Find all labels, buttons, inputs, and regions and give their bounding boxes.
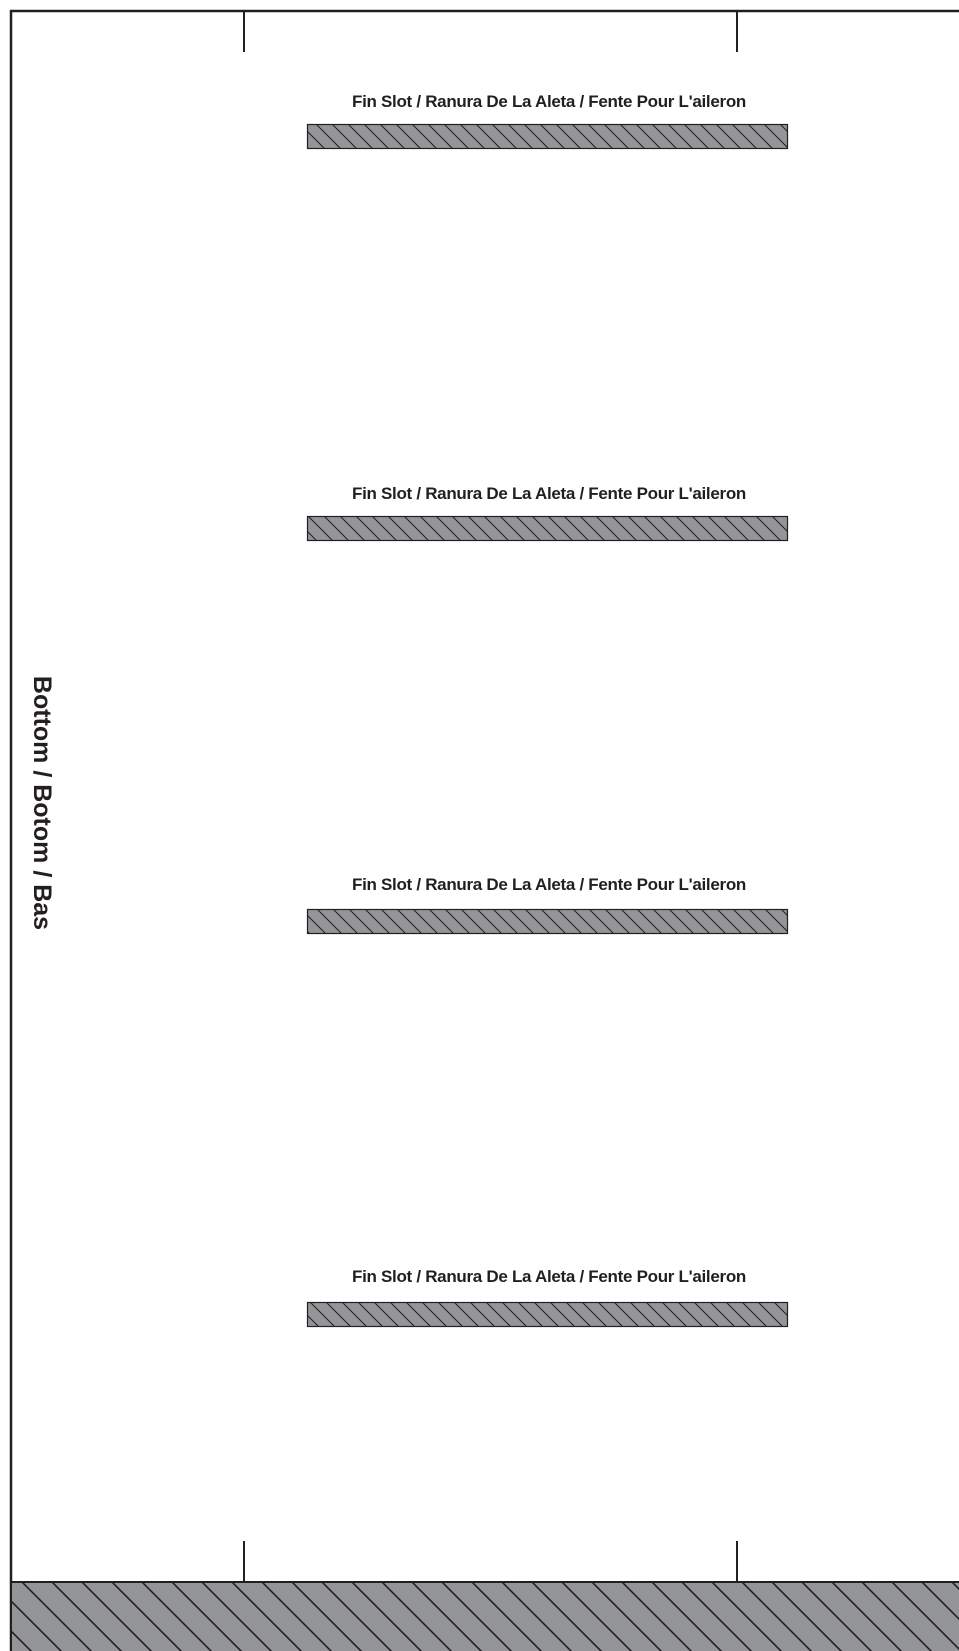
bottom-hatched-band <box>10 1581 959 1651</box>
fin-slot-label: Fin Slot / Ranura De La Aleta / Fente Po… <box>352 92 746 111</box>
fin-slot-cutout <box>306 1301 789 1328</box>
fin-slot-cutout <box>306 515 789 542</box>
fin-slot-label: Fin Slot / Ranura De La Aleta / Fente Po… <box>352 484 746 503</box>
fin-slot: Fin Slot / Ranura De La Aleta / Fente Po… <box>306 484 789 542</box>
fin-slot: Fin Slot / Ranura De La Aleta / Fente Po… <box>306 92 789 150</box>
fin-slot-label: Fin Slot / Ranura De La Aleta / Fente Po… <box>352 1267 746 1286</box>
fin-slot: Fin Slot / Ranura De La Aleta / Fente Po… <box>306 1267 789 1328</box>
fin-slot-label: Fin Slot / Ranura De La Aleta / Fente Po… <box>352 875 746 894</box>
fin-slot-cutout <box>306 123 789 150</box>
fin-slot-cutout <box>306 908 789 935</box>
fin-slot: Fin Slot / Ranura De La Aleta / Fente Po… <box>306 875 789 935</box>
side-label: Bottom / Botom / Bas <box>28 676 56 930</box>
